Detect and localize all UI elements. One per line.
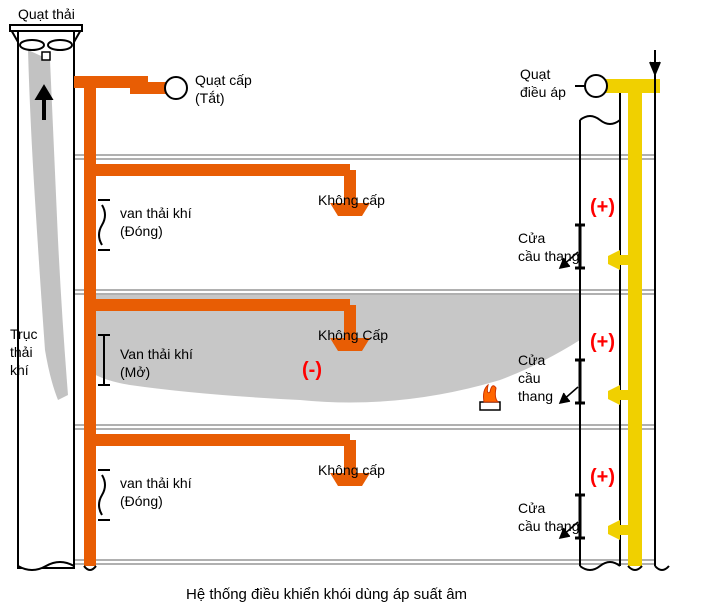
shaft-label2: thải [10,344,33,361]
shaft-label1: Trục [10,326,37,343]
plus-1: (+) [590,195,615,219]
no-supply-3: Không cấp [318,462,385,479]
no-supply-2: Không Cấp [318,327,388,344]
minus-1: (-) [302,358,322,382]
shaft-label3: khí [10,362,29,379]
pressure-fan-circle [585,75,607,97]
valve2-state: (Mở) [120,364,150,381]
outer-right [650,50,669,570]
stair-door-3b: cầu thang [518,518,580,535]
stair-door-2a: Cửa [518,352,545,369]
valve3-state: (Đóng) [120,493,163,510]
stair-door-3a: Cửa [518,500,545,517]
supply-fan-state: (Tắt) [195,90,225,107]
stair-door-1a: Cửa [518,230,545,247]
plus-3: (+) [590,465,615,489]
no-supply-1: Không cấp [318,192,385,209]
smoke-shaft [28,50,68,400]
pressure-fan-label2: điều áp [520,84,566,101]
valve2-label: Van thải khí [120,346,193,363]
diagram-svg [0,0,704,610]
pressure-fan-label1: Quạt [520,66,550,83]
valve1-state: (Đóng) [120,223,163,240]
fire-icon [480,385,500,410]
stair-door-1b: cầu thang [518,248,580,265]
stair-door-2d: thang [518,388,553,405]
diagram-title: Hệ thống điều khiển khói dùng áp suất âm [186,586,467,604]
supply-fan-label: Quạt cấp [195,72,252,89]
exhaust-fan-label: Quạt thải [18,6,75,23]
plus-2: (+) [590,330,615,354]
valve1-label: van thải khí [120,205,192,222]
diagram-canvas: Quạt thải Quạt cấp (Tắt) Quạt điều áp Tr… [0,0,704,610]
valve3-label: van thải khí [120,475,192,492]
stair-door-2c: cầu [518,370,541,387]
supply-fan-circle [165,77,187,99]
